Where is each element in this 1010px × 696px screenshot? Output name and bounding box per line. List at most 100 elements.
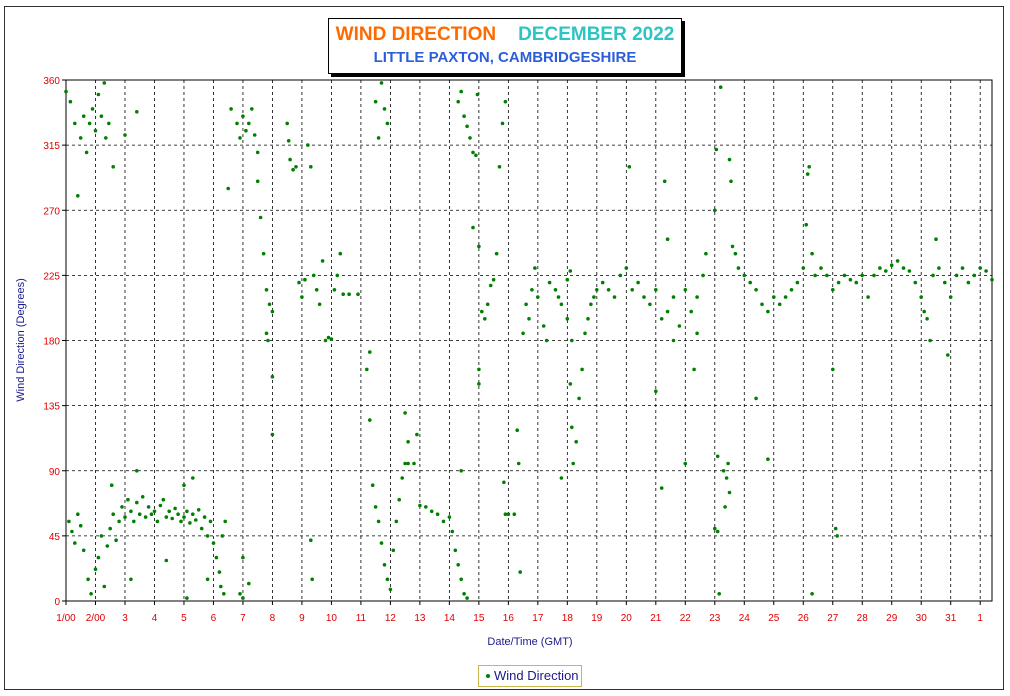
x-tick-label: 6 [211,613,217,624]
data-point [913,280,918,285]
data-point [73,541,77,545]
data-point [730,244,735,249]
data-point [310,577,315,582]
data-point [671,338,676,343]
data-point [158,503,163,508]
data-point [78,523,83,528]
data-point [860,273,864,278]
data-point [724,476,729,480]
data-point [677,324,682,328]
x-tick-label: 31 [945,613,957,624]
data-point [471,150,475,155]
data-point [267,302,272,307]
data-point [726,461,730,466]
x-tick-label: 30 [916,613,928,624]
data-point [196,508,201,512]
x-tick-label: 25 [768,613,780,624]
data-point [412,461,416,466]
y-axis-title: Wind Direction (Degrees) [15,278,27,401]
data-point [229,107,233,111]
data-point [606,288,611,292]
data-point [173,506,177,511]
x-tick-label: 9 [299,613,305,624]
data-point [978,266,982,270]
data-point [373,99,378,104]
data-point [895,259,900,263]
data-point [589,302,593,307]
x-tick-label: 15 [473,613,485,624]
data-point [984,269,988,273]
data-point [718,85,723,89]
data-point [303,277,307,282]
data-point [586,317,590,321]
data-point [577,396,581,401]
data-point [93,128,98,133]
data-point [238,136,242,140]
data-point [109,483,114,488]
data-point [191,476,195,480]
data-point [972,273,977,278]
data-point [441,519,446,524]
data-point [238,592,242,596]
data-point [300,295,304,299]
data-point [471,225,475,230]
data-point [627,165,632,169]
data-point [462,114,466,118]
data-point [96,555,101,560]
data-point [954,273,959,278]
data-point [247,121,251,126]
data-point [211,541,216,545]
data-point [223,519,227,524]
x-tick-label: 1 [977,613,983,624]
data-point [836,280,841,285]
data-point [789,288,794,292]
data-point [376,519,381,524]
data-point [600,280,605,285]
data-point [692,367,696,372]
data-point [456,563,461,567]
data-point [713,526,717,531]
data-point [544,338,549,343]
data-point [309,538,313,542]
y-tick-label: 90 [49,467,61,478]
data-point [500,121,505,126]
data-point [506,512,511,516]
data-point [777,302,782,307]
data-point [713,208,717,213]
data-point [695,331,699,336]
x-tick-label: 10 [326,613,338,624]
data-point [831,288,835,292]
data-point [553,288,558,292]
data-point [580,367,584,372]
data-point [772,295,776,299]
data-point [654,389,658,394]
data-point [541,324,546,328]
data-point [468,136,472,140]
data-point [220,534,225,538]
data-point [497,165,502,169]
data-point [483,317,487,321]
data-point [108,526,112,531]
data-point [571,461,575,466]
data-point [503,512,508,516]
title-month: DECEMBER 2022 [518,24,675,45]
data-point [665,309,670,314]
data-point [946,353,950,357]
data-point [527,317,531,321]
data-point [379,81,384,85]
data-point [185,596,189,600]
data-point [149,512,154,516]
data-point [533,266,537,270]
data-point [810,251,814,256]
data-point [934,237,938,241]
data-point [226,186,230,191]
data-point [368,350,372,354]
data-point [329,337,334,341]
data-point [222,592,226,596]
data-point [456,99,461,104]
x-tick-label: 18 [562,613,574,624]
data-point [715,529,720,534]
data-point [717,592,721,596]
data-point [261,251,266,256]
data-point [179,519,183,524]
